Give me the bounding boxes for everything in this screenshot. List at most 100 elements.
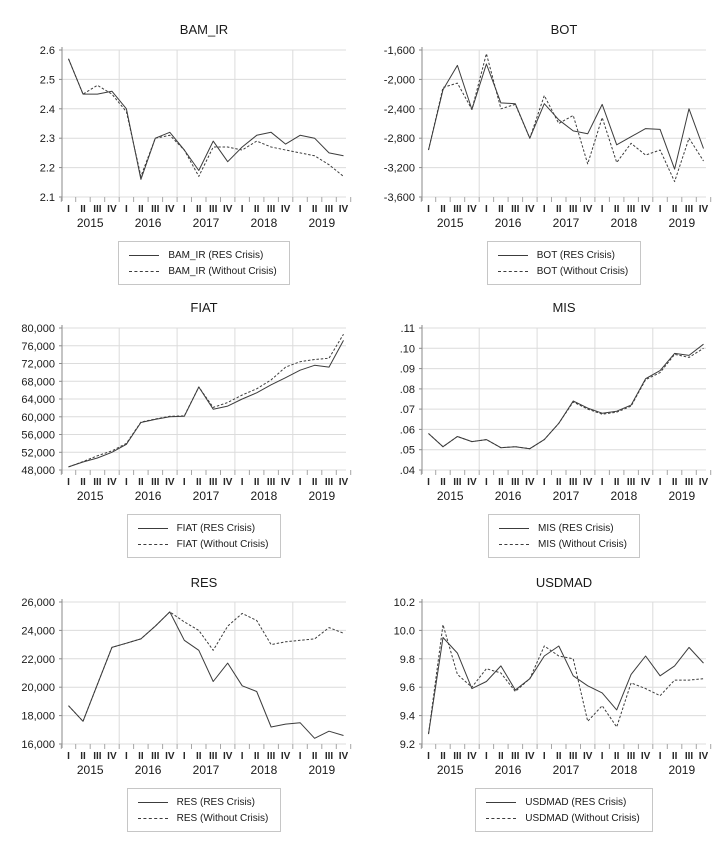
x-quarter-label: I <box>427 751 430 762</box>
y-tick-label: 9.2 <box>400 739 415 751</box>
chart-plot-bam-ir: 2.62.52.42.32.22.1I II III IV I II III IV I II III… <box>40 45 352 230</box>
x-year-label: 2018 <box>611 763 638 777</box>
x-quarter-label: IV <box>641 751 651 762</box>
legend-label: FIAT (RES Crisis) <box>176 522 256 534</box>
x-quarter-label: IV <box>107 751 117 762</box>
y-tick-label: 9.8 <box>400 654 415 666</box>
x-quarter-label: III <box>511 751 520 762</box>
chart-title-usdmad: USDMAD <box>535 575 593 590</box>
x-quarter-label: IV <box>641 204 651 215</box>
dashed-line-sample-icon <box>499 543 530 545</box>
x-year-label: 2015 <box>77 489 104 503</box>
x-quarter-label: I <box>601 477 604 488</box>
x-year-label: 2015 <box>77 763 104 777</box>
dashed-line-sample-icon <box>129 270 160 272</box>
x-quarter-label: IV <box>583 477 593 488</box>
legend-row: RES (RES Crisis) <box>137 794 269 810</box>
chart-title-fiat: FIAT <box>190 300 218 315</box>
x-year-label: 2019 <box>308 763 335 777</box>
series-line-fiat-without-crisis <box>68 333 344 468</box>
legend-row: USDMAD (Without Crisis) <box>486 810 640 826</box>
x-quarter-label: I <box>125 204 128 215</box>
x-quarter-label: I <box>601 204 604 215</box>
x-quarter-label: IV <box>699 204 709 215</box>
legend-box: FIAT (RES Crisis) FIAT (Without Crisis) <box>126 514 282 558</box>
x-year-label: 2016 <box>135 489 162 503</box>
x-quarter-label: III <box>453 751 462 762</box>
y-tick-label: 80,000 <box>21 323 55 335</box>
legend-row: FIAT (RES Crisis) <box>137 520 269 536</box>
legend-bam-ir: BAM_IR (RES Crisis) BAM_IR (Without Crisi… <box>62 241 346 285</box>
x-quarter-label: II <box>440 477 446 488</box>
x-quarter-label: I <box>241 751 244 762</box>
x-year-label: 2019 <box>668 489 695 503</box>
y-tick-label: .10 <box>400 343 415 355</box>
series-line-usdmad-without-crisis <box>428 624 704 735</box>
x-quarter-label: I <box>659 477 662 488</box>
x-year-label: 2015 <box>437 216 464 230</box>
x-quarter-label: II <box>672 477 678 488</box>
y-tick-label: 68,000 <box>21 376 55 388</box>
x-year-label: 2019 <box>668 763 695 777</box>
x-quarter-label: I <box>67 477 70 488</box>
x-quarter-label: I <box>543 751 546 762</box>
chart-title-res: RES <box>190 575 218 590</box>
legend-box: RES (RES Crisis) RES (Without Crisis) <box>126 788 282 832</box>
x-quarter-label: IV <box>467 477 477 488</box>
x-quarter-label: II <box>80 751 86 762</box>
x-quarter-label: II <box>80 477 86 488</box>
x-quarter-label: IV <box>165 751 175 762</box>
x-quarter-label: IV <box>281 477 291 488</box>
x-year-label: 2017 <box>553 763 580 777</box>
series-line-res-res-crisis <box>68 611 344 739</box>
x-quarter-label: III <box>627 204 636 215</box>
y-tick-label: 22,000 <box>21 654 55 666</box>
x-quarter-label: III <box>93 204 102 215</box>
x-quarter-label: III <box>685 751 694 762</box>
x-quarter-label: I <box>241 477 244 488</box>
x-quarter-label: I <box>241 204 244 215</box>
x-quarter-label: IV <box>583 751 593 762</box>
x-quarter-label: I <box>543 204 546 215</box>
solid-line-sample-icon <box>499 527 530 529</box>
x-quarter-label: IV <box>641 477 651 488</box>
y-tick-label: .06 <box>400 424 415 436</box>
y-tick-label: -2,800 <box>384 133 415 145</box>
series-line-fiat-res-crisis <box>68 340 344 468</box>
x-quarter-label: III <box>685 477 694 488</box>
y-tick-label: 20,000 <box>21 682 55 694</box>
x-quarter-label: III <box>151 204 160 215</box>
y-tick-label: -2,400 <box>384 104 415 116</box>
y-tick-label: 10.2 <box>394 597 415 609</box>
solid-line-sample-icon <box>137 801 168 803</box>
x-quarter-label: I <box>125 751 128 762</box>
x-quarter-label: I <box>543 477 546 488</box>
legend-label: FIAT (Without Crisis) <box>176 538 269 550</box>
x-quarter-label: I <box>485 751 488 762</box>
x-quarter-label: III <box>267 751 276 762</box>
y-tick-label: 56,000 <box>21 430 55 442</box>
y-tick-label: 48,000 <box>21 465 55 477</box>
chart-plot-mis: .11.10.09.08.07.06.05.04I II III IV I II III IV… <box>400 323 712 503</box>
legend-usdmad: USDMAD (RES Crisis) USDMAD (Without Crisi… <box>422 788 706 832</box>
legend-label: MIS (Without Crisis) <box>538 538 627 550</box>
x-year-label: 2017 <box>193 216 220 230</box>
x-year-label: 2017 <box>193 489 220 503</box>
y-tick-label: .09 <box>400 364 415 376</box>
legend-row: MIS (Without Crisis) <box>499 536 627 552</box>
x-quarter-label: IV <box>339 204 349 215</box>
x-year-label: 2015 <box>77 216 104 230</box>
x-year-label: 2015 <box>437 763 464 777</box>
x-year-label: 2016 <box>495 489 522 503</box>
x-quarter-label: II <box>80 204 86 215</box>
series-line-usdmad-res-crisis <box>428 637 704 735</box>
x-quarter-label: IV <box>107 477 117 488</box>
x-quarter-label: III <box>209 477 218 488</box>
chart-panel-usdmad: USDMAD 10.2 10.0 9.8 9.6 9.4 9.2 I II III IV I II III… <box>360 575 720 854</box>
legend-label: BAM_IR (Without Crisis) <box>168 265 277 277</box>
x-quarter-label: IV <box>583 204 593 215</box>
series-line-mis-res-crisis <box>428 343 704 450</box>
